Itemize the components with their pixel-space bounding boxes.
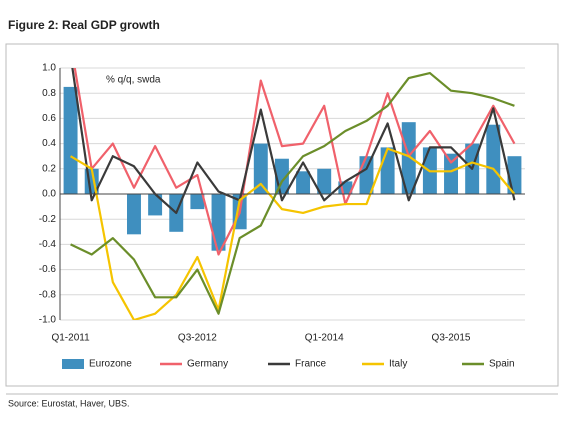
x-tick-label: Q1-2011	[51, 333, 90, 344]
bar	[190, 194, 205, 210]
bar	[253, 143, 268, 194]
bar	[486, 124, 501, 194]
x-tick-label: Q3-2012	[178, 333, 217, 344]
line	[71, 68, 516, 214]
annotation: % q/q, swda	[106, 75, 161, 86]
legend-label: Germany	[187, 359, 228, 370]
y-tick-label: 0.2	[42, 163, 56, 174]
y-tick-label: -0.6	[39, 264, 57, 275]
bar	[127, 194, 141, 235]
y-tick-label: 1.0	[42, 63, 56, 74]
line	[70, 71, 515, 315]
bar	[317, 168, 332, 194]
y-tick-label: -0.8	[39, 289, 57, 300]
y-tick-label: -0.2	[39, 214, 57, 225]
legend-label: Spain	[489, 359, 515, 370]
bar	[211, 194, 226, 251]
bar	[148, 194, 163, 216]
bar	[401, 122, 416, 194]
bar	[444, 153, 458, 194]
plot-area	[63, 68, 522, 320]
source: Source: Eurostat, Haver, UBS.	[8, 398, 130, 408]
y-tick-label: -0.4	[39, 239, 57, 250]
y-tick-label: 0.6	[42, 113, 56, 124]
chart-title: Figure 2: Real GDP growth	[8, 18, 160, 32]
frame	[5, 43, 559, 387]
line	[70, 147, 516, 320]
y-tick-label: 0.4	[42, 138, 56, 149]
bar	[296, 171, 311, 194]
legend-label: Eurozone	[89, 359, 132, 370]
x-tick-label: Q3-2015	[432, 333, 471, 344]
y-tick-label: -1.0	[39, 315, 57, 326]
legend-label: Italy	[389, 359, 407, 370]
y-tick-label: 0.0	[42, 189, 56, 200]
legend-swatch	[62, 359, 84, 369]
legend-label: France	[295, 359, 327, 370]
y-tick-label: 0.8	[42, 88, 56, 99]
x-tick-label: Q1-2014	[305, 333, 344, 344]
bar	[63, 86, 78, 194]
bar	[380, 147, 395, 194]
